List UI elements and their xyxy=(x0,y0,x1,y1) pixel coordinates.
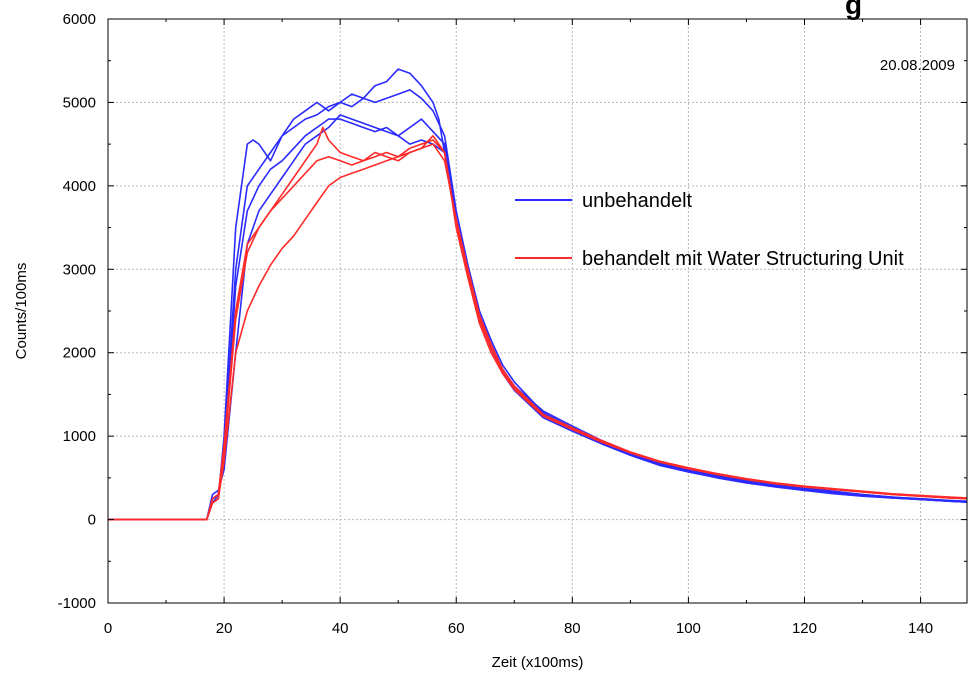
y-tick-label: 3000 xyxy=(63,261,96,278)
x-tick-label: 100 xyxy=(676,620,701,637)
grid xyxy=(108,19,967,603)
legend-label-unbehandelt: unbehandelt xyxy=(582,190,693,212)
x-tick-label: 0 xyxy=(104,620,112,637)
x-tick-label: 80 xyxy=(564,620,581,637)
x-tick-labels: 0 20 40 60 80 100 120 140 xyxy=(104,620,933,637)
y-tick-label: -1000 xyxy=(58,595,96,612)
y-tick-labels: -1000 0 1000 2000 3000 4000 5000 6000 xyxy=(58,11,96,612)
series-line-behandelt-6 xyxy=(108,135,968,521)
x-tick-label: 120 xyxy=(792,620,817,637)
x-tick-label: 40 xyxy=(332,620,349,637)
y-tick-label: 4000 xyxy=(63,178,96,195)
y-tick-label: 0 xyxy=(88,512,96,529)
date-annotation: 20.08.2009 xyxy=(880,57,955,74)
series-line-behandelt-5 xyxy=(108,139,968,521)
series-line-unbehandelt-2 xyxy=(108,118,968,521)
x-tick-label: 140 xyxy=(908,620,933,637)
legend-label-behandelt: behandelt mit Water Structuring Unit xyxy=(582,248,904,270)
legend: unbehandelt behandelt mit Water Structur… xyxy=(515,190,904,270)
x-axis-title: Zeit (x100ms) xyxy=(492,654,584,671)
y-tick-label: 1000 xyxy=(63,428,96,445)
y-tick-label: 6000 xyxy=(63,11,96,28)
y-tick-label: 5000 xyxy=(63,94,96,111)
series-group xyxy=(108,68,968,521)
series-line-unbehandelt-3 xyxy=(108,114,968,521)
ticks xyxy=(107,18,967,604)
title-fragment: g xyxy=(845,0,862,20)
x-tick-label: 60 xyxy=(448,620,465,637)
y-axis-title: Counts/100ms xyxy=(13,263,30,360)
series-line-unbehandelt-0 xyxy=(108,68,968,521)
x-tick-label: 20 xyxy=(216,620,233,637)
y-tick-label: 2000 xyxy=(63,345,96,362)
